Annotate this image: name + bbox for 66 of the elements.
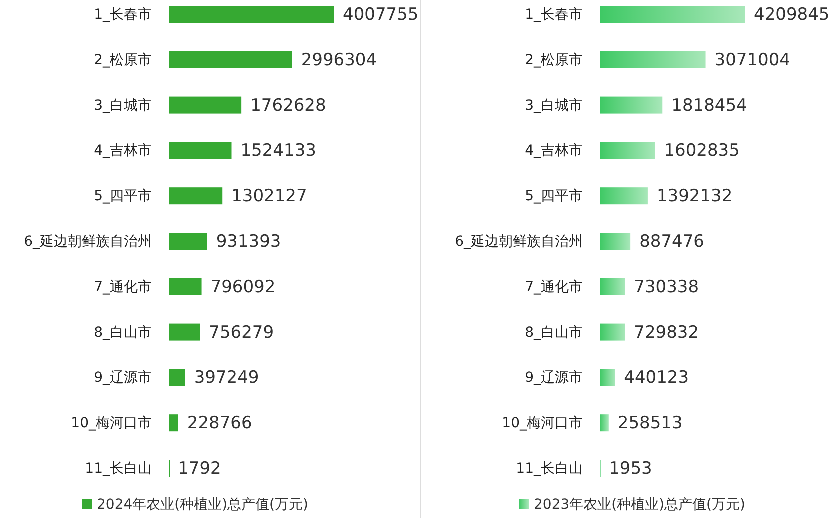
bar [169, 414, 178, 432]
bar [600, 414, 609, 432]
data-label: 3071004 [714, 50, 790, 70]
y-tick-label: 4_吉林市 [94, 143, 152, 160]
data-label: 397249 [194, 368, 260, 388]
data-label: 1524133 [240, 141, 316, 162]
data-label: 1302127 [232, 186, 308, 207]
y-tick-label: 6_延边朝鲜族自治州 [24, 234, 152, 250]
y-tick-label: 5_四平市 [525, 188, 583, 205]
bar [169, 142, 232, 160]
bar [169, 233, 208, 250]
data-label: 1792 [178, 459, 222, 479]
bar [600, 278, 626, 296]
bar [169, 51, 292, 68]
data-label: 729832 [634, 322, 700, 343]
data-label: 730338 [634, 277, 700, 298]
data-label: 756279 [209, 322, 274, 343]
data-label: 440123 [624, 368, 690, 388]
bar [600, 324, 626, 341]
bar [169, 324, 200, 341]
bar [600, 6, 745, 23]
data-label: 2996304 [301, 50, 378, 70]
data-label: 887476 [640, 232, 704, 252]
y-tick-label: 4_吉林市 [525, 143, 583, 160]
bar [169, 369, 186, 386]
y-tick-label: 1_长春市 [525, 7, 583, 23]
bar [169, 6, 334, 23]
bar [600, 96, 663, 114]
data-label: 931393 [216, 232, 282, 252]
bar [600, 142, 656, 160]
bar [600, 233, 631, 250]
y-tick-label: 10_梅河口市 [502, 416, 583, 432]
data-label: 228766 [187, 414, 252, 434]
y-tick-label: 7_通化市 [525, 279, 583, 296]
y-tick-label: 10_梅河口市 [71, 416, 152, 432]
legend-label: 2024年农业(种植业)总产值(万元) [97, 497, 308, 513]
y-tick-label: 9_辽源市 [525, 370, 583, 386]
bar [600, 188, 648, 205]
y-tick-label: 3_白城市 [525, 98, 583, 114]
data-label: 1818454 [672, 96, 748, 116]
data-label: 4007755 [343, 5, 419, 25]
data-label: 796092 [210, 277, 276, 298]
bar [600, 369, 616, 386]
data-label: 1602835 [664, 141, 740, 162]
y-tick-label: 3_白城市 [94, 98, 152, 114]
bar [169, 278, 202, 296]
data-label: 258513 [618, 414, 683, 434]
legend-label: 2023年农业(种植业)总产值(万元) [534, 497, 746, 513]
bar [169, 188, 223, 205]
bar [169, 96, 242, 114]
data-label: 4209845 [754, 5, 830, 25]
y-tick-label: 9_辽源市 [94, 370, 152, 386]
y-tick-label: 1_长春市 [94, 7, 152, 23]
y-tick-label: 8_白山市 [94, 324, 152, 341]
y-tick-label: 11_长白山 [516, 461, 583, 477]
y-tick-label: 2_松原市 [94, 52, 152, 68]
bar [600, 51, 706, 68]
y-tick-label: 11_长白山 [85, 461, 152, 477]
y-tick-label: 5_四平市 [94, 188, 152, 205]
data-label: 1953 [609, 459, 652, 479]
data-label: 1762628 [250, 96, 326, 116]
data-label: 1392132 [656, 186, 733, 207]
y-tick-label: 2_松原市 [525, 52, 583, 68]
y-tick-label: 8_白山市 [525, 324, 583, 341]
y-tick-label: 6_延边朝鲜族自治州 [455, 234, 583, 250]
y-tick-label: 7_通化市 [94, 279, 152, 296]
